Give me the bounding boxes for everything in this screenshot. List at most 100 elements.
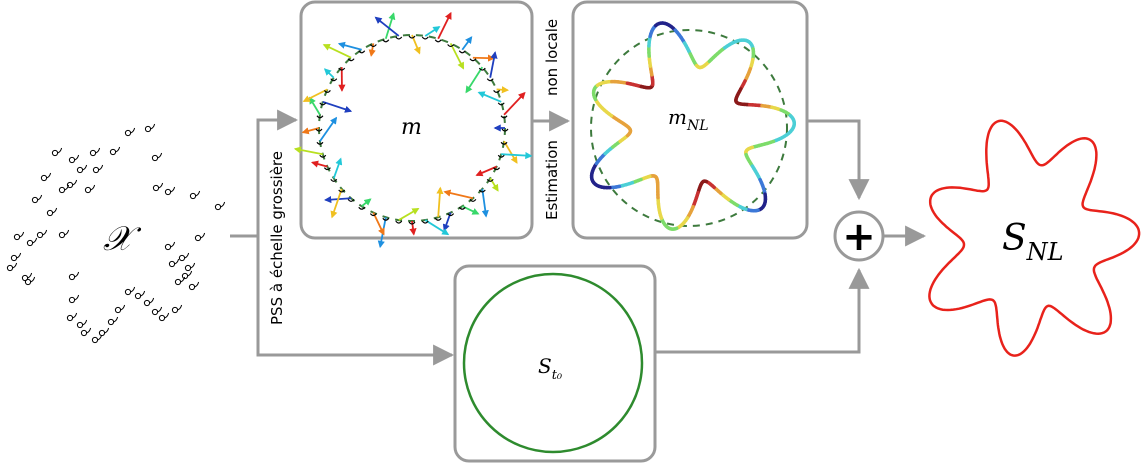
vector-anchor [369,44,377,47]
vector-arrow [461,36,473,51]
vector-anchor [319,102,327,106]
vector-arrow [503,140,518,164]
cloud-point [13,231,25,241]
cloud-point [152,182,164,192]
cloud-point [144,123,156,133]
cloud-point [66,179,78,189]
cloud-point [181,270,193,280]
cloud-point [107,316,119,326]
vector-anchor [458,50,466,54]
vector-anchor [478,189,486,193]
vector-anchor [421,220,429,224]
cloud-point [143,297,155,307]
vector-anchor [500,115,508,119]
cloud-point [164,186,176,196]
output-flower-shape [928,119,1141,357]
cloud-point [68,154,80,164]
vector-anchor [469,198,477,202]
vector-anchor [338,189,346,193]
box-mnl [571,0,809,240]
st0-label: St₀ [538,354,563,383]
vector-arrow [319,116,338,142]
vector-anchor [478,67,486,71]
vector-anchor [500,141,508,145]
vector-arrow [332,157,343,179]
vector-anchor [358,206,366,210]
vector-anchor [447,213,455,217]
vector-anchor [382,217,390,221]
cloud-point [26,237,38,247]
vector-arrow [337,41,362,51]
vector-anchor [316,141,324,145]
vector-arrow [384,12,396,40]
cloud-point [51,147,63,157]
vector-arrow [301,127,320,135]
vector-anchor [408,221,416,225]
cloud-point [21,272,33,282]
vector-arrow [398,207,420,221]
cloud-point [66,312,78,322]
vector-anchor [493,90,501,93]
cloud-point [151,152,163,162]
vector-arrow [437,11,452,40]
vector-anchor [358,50,366,54]
estimation-label-bottom: Estimation [543,140,561,220]
vector-anchor [347,198,355,202]
vector-arrow [496,86,510,94]
cloud-point [164,241,176,251]
cloud-point [98,327,110,337]
cloud-point [68,294,80,304]
mnl-dashed-circle [590,29,788,227]
mnl-label: mNL [668,105,709,134]
vector-anchor [347,58,355,62]
vector-anchor [501,128,509,132]
cloud-point [68,271,80,281]
vector-anchor [421,36,429,40]
vector-arrow [323,68,335,79]
vector-arrow [374,16,400,37]
shape-segment [791,124,796,130]
vector-arrow [361,198,372,207]
cloud-point [24,276,36,286]
cloud-point [214,201,226,211]
box-st0 [453,264,657,463]
cloud-point [188,281,200,291]
snl-label-sub: NL [1026,238,1064,266]
cloud-point [194,232,206,242]
vector-anchor [330,178,338,182]
vector-anchor [315,128,323,132]
vector-arrow [322,44,352,59]
cloud-point [134,290,146,300]
vector-arrow [449,42,465,70]
vector-arrow [477,91,502,103]
cloud-point [124,127,136,137]
vector-anchor [458,206,466,210]
cloud-point [92,164,104,174]
vector-anchor [316,115,324,119]
cloud-point [58,229,70,239]
vector-arrow [372,212,385,236]
mnl-label-sub: NL [686,118,709,134]
vector-arrow [424,219,450,236]
vector-arrow [368,43,376,57]
vector-arrow [302,88,328,103]
vector-anchor [486,178,494,182]
vector-anchor [338,67,346,71]
m-label: m [401,115,422,140]
vector-anchor [408,35,416,39]
cloud-point [36,229,48,239]
cloud-point [109,146,121,156]
connector-lines [230,109,927,366]
vector-anchor [382,39,390,43]
cloud-point [6,262,18,272]
cloud-point [189,190,201,200]
vector-anchor [323,90,331,93]
vector-arrow [424,26,441,37]
nonlocal-colored-shape [589,21,796,231]
vector-anchor [323,167,331,171]
box-m [299,0,534,240]
snl-label: SNL [1002,218,1064,266]
vector-anchor [493,167,501,171]
vector-arrow [472,54,496,62]
cloud-point [114,304,126,314]
